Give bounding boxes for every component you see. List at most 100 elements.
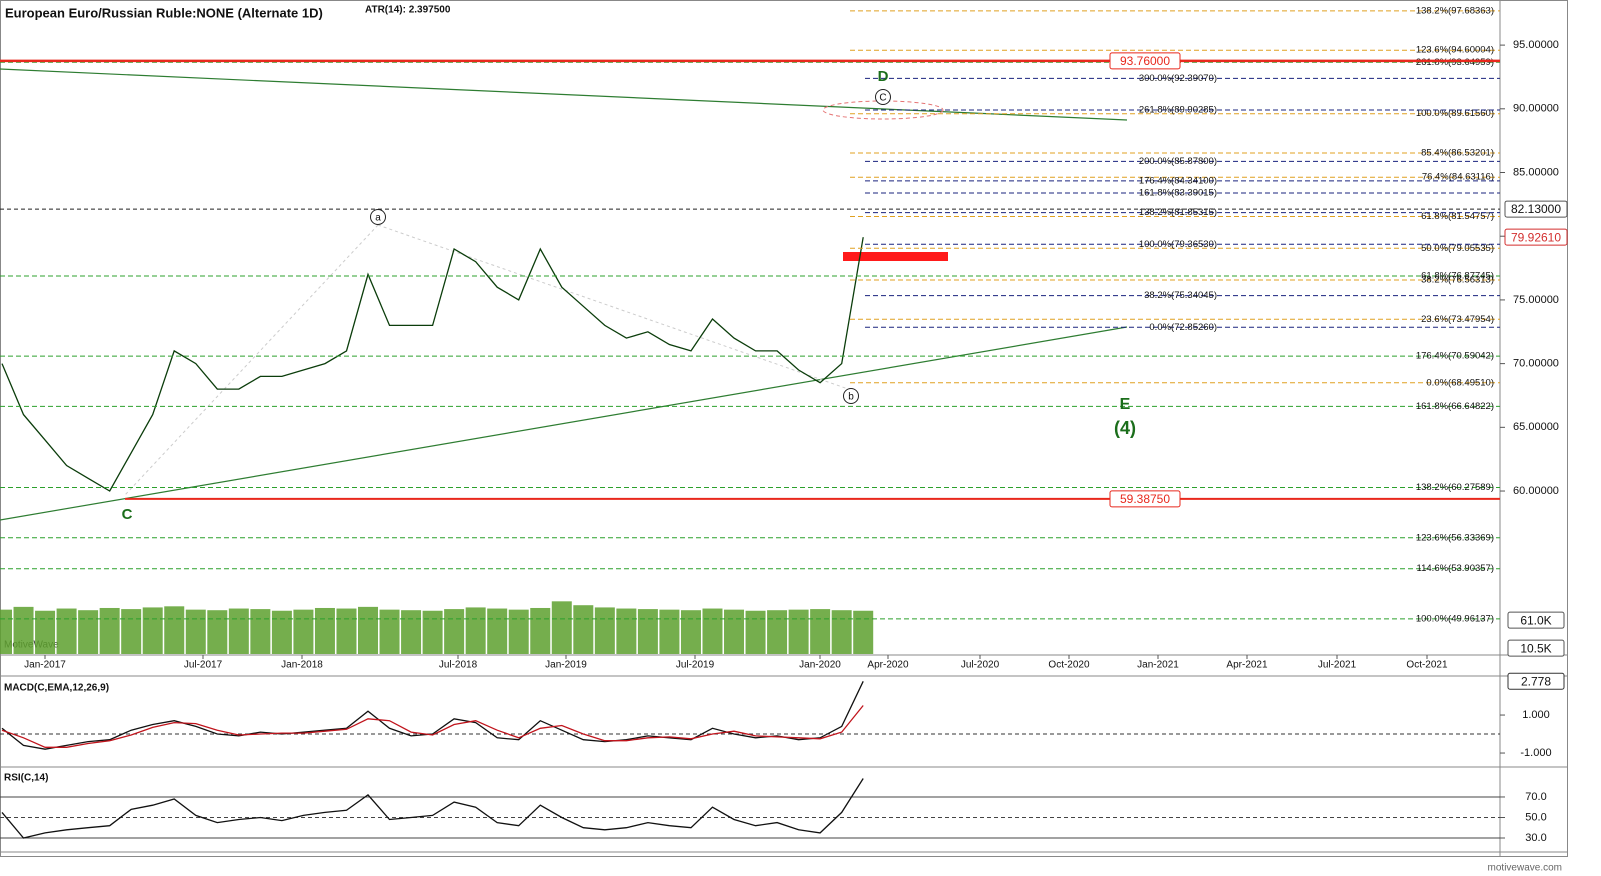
volume-bar bbox=[0, 609, 12, 654]
volume-bar bbox=[637, 609, 658, 654]
wave-connector bbox=[124, 224, 379, 496]
x-tick-label: Oct-2021 bbox=[1406, 660, 1448, 671]
x-tick-label: Jan-2020 bbox=[799, 660, 841, 671]
fib-label: 76.4%(84.63116) bbox=[1422, 172, 1494, 183]
volume-bar bbox=[401, 610, 422, 654]
fib-label: 138.2%(97.68363) bbox=[1416, 5, 1494, 16]
fib-label: 176.4%(70.59042) bbox=[1416, 351, 1494, 362]
x-tick-label: Jul-2021 bbox=[1318, 660, 1357, 671]
price-line bbox=[1, 237, 864, 492]
chart-title: European Euro/Russian Ruble:NONE (Altern… bbox=[5, 5, 323, 20]
indicator-line bbox=[1, 705, 864, 748]
wave-label: (4) bbox=[1114, 418, 1136, 438]
volume-bar bbox=[422, 610, 443, 654]
volume-bar bbox=[530, 607, 551, 654]
resistance-label-box bbox=[1109, 52, 1181, 70]
fib-label: 123.6%(56.33369) bbox=[1416, 532, 1494, 543]
y-tick-label: 90.00000 bbox=[1513, 103, 1559, 115]
current-price-box bbox=[1504, 228, 1568, 246]
panel-title: RSI(C,14) bbox=[4, 773, 48, 784]
y-tick-label-box bbox=[1507, 611, 1565, 629]
volume-bar bbox=[228, 608, 249, 654]
target-box bbox=[843, 252, 948, 261]
fib-label: 61.8%(76.87745) bbox=[1421, 271, 1494, 282]
wave-label: D bbox=[878, 68, 889, 85]
fib-label: 100.0%(89.61560) bbox=[1416, 108, 1494, 119]
support-label-box bbox=[1109, 490, 1181, 508]
pivot-label-box bbox=[1504, 200, 1568, 218]
wave-circle bbox=[843, 388, 859, 404]
trend-line bbox=[0, 68, 1128, 121]
wave-label: b bbox=[848, 392, 854, 403]
y-tick-label-box bbox=[1507, 639, 1565, 657]
indicator-line bbox=[1, 778, 864, 839]
y-tick-label: 1.000 bbox=[1522, 709, 1550, 721]
fib-label: 85.4%(86.53201) bbox=[1421, 148, 1494, 159]
volume-bar bbox=[831, 610, 852, 654]
wave-label: E bbox=[1120, 396, 1131, 413]
volume-bar bbox=[745, 610, 766, 654]
fib-label: 161.8%(83.39015) bbox=[1139, 188, 1217, 199]
volume-bar bbox=[336, 608, 357, 654]
volume-bar bbox=[788, 609, 809, 654]
y-tick-label: 95.00000 bbox=[1513, 39, 1559, 51]
y-tick-label: 75.00000 bbox=[1513, 294, 1559, 306]
fib-label: 138.2%(60.27589) bbox=[1416, 482, 1494, 493]
support-label: 59.38750 bbox=[1120, 492, 1170, 506]
fib-label: 261.8%(89.90285) bbox=[1139, 105, 1217, 116]
fib-label: 61.8%(81.54757) bbox=[1421, 211, 1494, 222]
volume-bar bbox=[702, 608, 723, 654]
volume-bar bbox=[444, 609, 465, 654]
volume-bar bbox=[551, 601, 572, 654]
y-tick-label: 50.0 bbox=[1525, 811, 1546, 823]
volume-bar bbox=[35, 610, 56, 654]
volume-bar bbox=[680, 610, 701, 654]
x-tick-label: Jan-2019 bbox=[545, 660, 587, 671]
x-tick-label: Jan-2021 bbox=[1137, 660, 1179, 671]
fib-label: 100.0%(49.96137) bbox=[1416, 613, 1494, 624]
fib-label: 200.0%(85.87800) bbox=[1139, 156, 1217, 167]
volume-bar bbox=[659, 609, 680, 654]
volume-bar bbox=[810, 609, 831, 654]
volume-bar bbox=[465, 607, 486, 654]
x-tick-label: Jul-2020 bbox=[961, 660, 1000, 671]
x-tick-label: Jan-2018 bbox=[281, 660, 323, 671]
wave-circle bbox=[370, 209, 386, 225]
fib-label: 123.6%(94.60004) bbox=[1416, 45, 1494, 56]
volume-bar bbox=[250, 609, 271, 654]
volume-bar bbox=[573, 605, 594, 654]
fib-label: 138.2%(81.85315) bbox=[1139, 207, 1217, 218]
y-tick-label: 10.5K bbox=[1520, 641, 1551, 655]
volume-bar bbox=[293, 609, 314, 654]
volume-bar bbox=[13, 606, 34, 654]
fib-label: 0.0%(68.49510) bbox=[1426, 377, 1494, 388]
current-price: 79.92610 bbox=[1511, 230, 1561, 244]
fib-label: 38.2%(75.34045) bbox=[1144, 290, 1217, 301]
fib-label: 176.4%(84.34100) bbox=[1139, 175, 1217, 186]
volume-bar bbox=[207, 610, 228, 654]
y-tick-label: 70.00000 bbox=[1513, 358, 1559, 370]
pivot-label: 82.13000 bbox=[1511, 202, 1561, 216]
fib-label: 0.0%(72.85260) bbox=[1149, 322, 1217, 333]
volume-bar bbox=[616, 608, 637, 654]
panel-title: MACD(C,EMA,12,26,9) bbox=[4, 683, 109, 694]
volume-bar bbox=[314, 607, 335, 654]
volume-bar bbox=[853, 610, 874, 654]
volume-bar bbox=[78, 610, 99, 654]
fib-label: 161.8%(66.64822) bbox=[1416, 401, 1494, 412]
volume-bar bbox=[271, 610, 292, 654]
wave-label: C bbox=[122, 506, 133, 523]
x-tick-label: Jan-2017 bbox=[24, 660, 66, 671]
volume-bar bbox=[594, 607, 615, 654]
volume-bar bbox=[164, 606, 185, 654]
fib-label: 38.2%(76.56313) bbox=[1421, 275, 1494, 286]
y-tick-label: 30.0 bbox=[1525, 832, 1546, 844]
volume-bar bbox=[56, 608, 77, 654]
volume-bar bbox=[767, 610, 788, 654]
resistance-label: 93.76000 bbox=[1120, 54, 1170, 68]
x-tick-label: Jul-2018 bbox=[439, 660, 478, 671]
wave-label: C bbox=[879, 93, 886, 104]
x-tick-label: Apr-2021 bbox=[1226, 660, 1268, 671]
volume-bar bbox=[99, 607, 120, 654]
